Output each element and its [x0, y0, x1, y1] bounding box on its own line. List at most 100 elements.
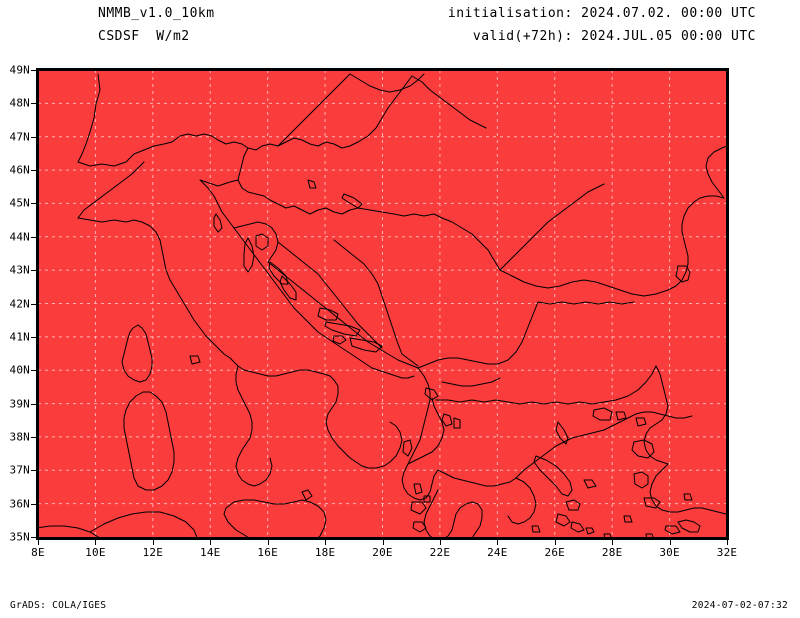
y-axis-tick	[31, 436, 36, 438]
coast-thrace	[619, 411, 693, 423]
island-tinos	[570, 521, 585, 533]
y-axis-label: 37N	[9, 463, 30, 477]
island-pag	[268, 261, 289, 285]
border-bg-ro	[537, 301, 635, 305]
grads-credit: GrADS: COLA/IGES	[10, 600, 107, 611]
gridlines	[38, 70, 727, 537]
model-title: NMMB_v1.0_10km	[98, 6, 215, 21]
island-kefalonia	[410, 501, 427, 515]
y-axis-label: 38N	[9, 430, 30, 444]
lake-ohrid	[441, 413, 453, 427]
island-ithaki	[423, 495, 431, 503]
coast-greece-ne	[515, 421, 621, 479]
y-axis-tick	[31, 203, 36, 205]
y-axis-label: 36N	[9, 497, 30, 511]
coast-greece-west	[401, 463, 439, 501]
y-axis-label: 49N	[9, 63, 30, 77]
x-axis-tick	[727, 540, 728, 545]
y-axis-tick	[31, 70, 36, 71]
x-axis-label: 30E	[659, 546, 680, 559]
border-cz-at	[357, 75, 413, 143]
coast-sicily	[223, 499, 327, 537]
x-axis-tick	[497, 540, 499, 545]
coast-italy-toe	[235, 365, 273, 487]
coast-blacksea-n	[705, 145, 727, 199]
island-lemnos	[592, 407, 613, 421]
island-chios	[633, 471, 649, 489]
border-at-de	[247, 137, 359, 151]
x-axis-tick	[382, 540, 384, 545]
x-axis-label: 8E	[31, 546, 45, 559]
y-axis-label: 43N	[9, 263, 30, 277]
border-me-al	[401, 353, 419, 367]
x-axis-tick	[210, 540, 212, 545]
x-axis-label: 22E	[429, 546, 451, 559]
x-axis-label: 24E	[487, 546, 508, 559]
initialisation-time: initialisation: 2024.07.02. 00:00 UTC	[447, 6, 756, 21]
coast-italy-west	[77, 217, 239, 367]
river-danube	[499, 269, 669, 297]
y-axis-label: 42N	[9, 297, 30, 310]
border-france-east	[77, 73, 101, 163]
coast-peloponnese	[423, 489, 483, 537]
island-thasos	[635, 417, 647, 427]
coast-italy-heel	[361, 421, 403, 469]
island-korcula	[349, 337, 383, 353]
island-small-7	[683, 493, 693, 501]
island-samothraki	[615, 411, 627, 421]
x-axis-label: 16E	[257, 546, 278, 559]
x-axis-tick	[554, 540, 556, 545]
lake-prespa	[453, 417, 461, 429]
border-it-fr	[77, 161, 145, 219]
coast-turkey-w	[643, 365, 669, 465]
coast-turkey-aegean	[649, 463, 727, 515]
y-axis-label: 48N	[9, 96, 30, 110]
coast-northafrica	[38, 525, 100, 537]
island-dugi	[279, 275, 297, 301]
lagoon-razim	[675, 265, 691, 283]
island-euboea-s	[565, 499, 581, 511]
y-axis-tick	[31, 236, 36, 238]
island-lesvos	[631, 439, 655, 459]
x-axis-tick	[612, 540, 614, 545]
border-ba-rs	[333, 239, 403, 355]
map-canvas	[38, 70, 727, 537]
y-axis-tick	[31, 537, 36, 538]
x-axis-label: 18E	[314, 546, 336, 559]
island-lipari	[301, 489, 313, 501]
border-rs-mk	[441, 377, 501, 387]
y-axis-tick	[31, 303, 36, 305]
coast-bodrum	[677, 519, 701, 533]
plot-frame-right	[726, 68, 729, 540]
y-axis-label: 44N	[9, 230, 30, 244]
y-axis-label: 39N	[9, 397, 30, 411]
y-axis-tick	[31, 136, 36, 138]
y-axis-tick	[31, 270, 36, 272]
island-andros	[555, 513, 571, 527]
y-axis-label: 35N	[9, 530, 30, 544]
island-lefkada	[413, 483, 423, 495]
y-axis-tick	[31, 503, 36, 505]
valid-time: valid(+72h): 2024.JUL.05 00:00 UTC	[472, 29, 756, 44]
coast-tunisia-cape	[89, 511, 198, 537]
island-lakegarda	[213, 213, 223, 233]
coast-greece-gulf	[437, 469, 517, 487]
border-hu-rs	[357, 207, 443, 219]
plot-frame-bottom	[36, 537, 729, 540]
coast-blacksea-w	[667, 195, 725, 291]
island-mykonos	[585, 527, 595, 535]
coast-istria	[233, 221, 279, 263]
island-hvar	[324, 321, 361, 337]
island-small-1	[603, 533, 612, 537]
coast-evia	[533, 455, 573, 497]
x-axis-label: 10E	[85, 546, 106, 559]
border-hr-ba	[277, 241, 383, 349]
y-axis-tick	[31, 470, 36, 472]
island-cres	[243, 237, 255, 273]
x-axis-label: 12E	[142, 546, 164, 559]
x-axis-tick	[152, 540, 154, 545]
x-axis-tick	[325, 540, 327, 545]
y-axis-tick	[31, 403, 36, 405]
island-elba	[189, 355, 201, 365]
coast-dalmatia	[267, 261, 419, 369]
